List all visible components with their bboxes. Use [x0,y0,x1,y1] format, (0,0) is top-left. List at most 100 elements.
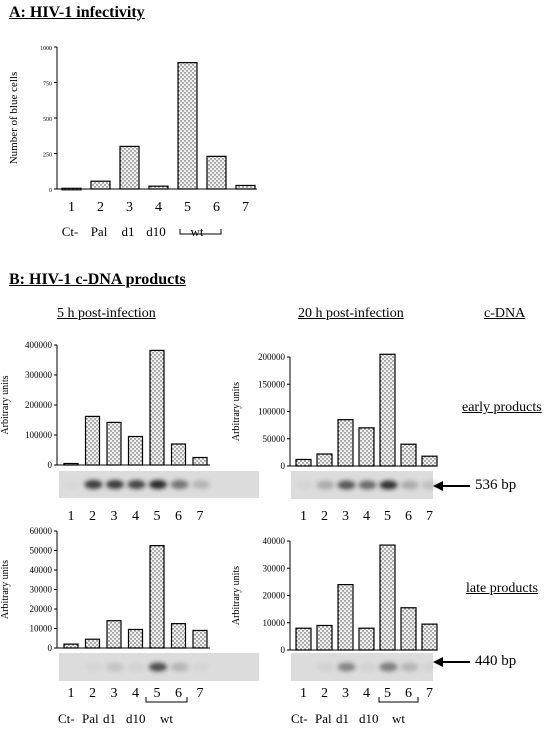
lane-number-1: 1 [68,200,75,215]
gel-band-1 [63,480,81,489]
y-tick-label: 30000 [30,585,53,595]
lane-number-3: 3 [111,686,118,701]
bar-3 [119,145,140,190]
bar-7 [192,456,208,466]
y-tick-label: 50000 [263,434,286,444]
lane-number-1: 1 [300,686,307,701]
gel-band-6 [400,662,419,672]
category-label-wt: wt [191,224,204,239]
gel-band-4 [127,662,146,672]
lane-number-2: 2 [97,200,104,215]
lane-number-4: 4 [363,686,370,701]
y-tick-label: 750 [43,82,52,88]
bar-7 [421,623,438,651]
y-tick-label: 100000 [25,430,53,440]
y-tick-label: 200000 [25,400,53,410]
chart-early-5h: 0 100000 200000 300000 400000 Arbitrary units… [0,340,259,524]
y-tick-label: 40000 [263,536,286,546]
early-products-label: early products [462,400,542,415]
gel-band-5 [379,480,398,490]
y-axis-label: Number of blue cells [8,72,20,165]
y-tick-label: 1000 [40,46,52,52]
y-axis-label: Arbitrary units [231,566,242,625]
lane-number-7: 7 [197,686,204,701]
gel-band-4 [127,480,146,489]
bar-6 [206,155,227,190]
bar-1 [63,643,79,649]
lane-number-7: 7 [426,686,433,701]
bar-2 [316,453,333,467]
bar-6 [400,443,417,467]
lane-number-5: 5 [384,686,391,701]
category-label-pal: Pal [82,711,99,726]
lane-number-6: 6 [175,686,182,701]
cdna-label: c-DNA [484,306,526,321]
bar-7 [192,629,208,649]
y-axis-label: Arbitrary units [0,375,11,434]
bar-7 [235,184,256,190]
y-tick-label: 500 [43,117,52,123]
wt-group-bracket [378,697,419,703]
y-tick-label: 50000 [30,546,53,556]
y-axis-label: Arbitrary units [0,560,11,619]
y-tick-label: 40000 [30,565,53,575]
bar-5 [149,545,165,649]
gel-band-7 [421,662,440,672]
category-label-d1: d1 [336,711,349,726]
band-size-early: 536 bp [475,477,517,493]
y-tick-label: 0 [48,643,53,653]
category-label-d10: d10 [126,711,146,726]
category-label-pal: Pal [315,711,332,726]
y-tick-label: 200000 [258,352,286,362]
bar-3 [106,421,122,466]
lane-number-1: 1 [68,686,75,701]
gel-band-2 [84,480,103,489]
y-tick-label: 150000 [258,379,286,389]
lane-number-3: 3 [342,686,349,701]
bar-1 [295,458,312,467]
gel-band-3 [337,480,356,490]
gel-band-2 [316,480,335,490]
band-size-late: 440 bp [475,653,517,669]
lane-number-3: 3 [126,200,133,215]
lane-number-4: 4 [155,200,162,215]
gel-band-5 [149,662,167,672]
y-tick-label: 20000 [30,604,53,614]
category-label-d10: d10 [359,711,379,726]
bar-1 [295,627,312,651]
lane-number-2: 2 [321,509,328,524]
bar-1 [61,187,82,191]
lane-number-5: 5 [184,200,191,215]
lane-number-7: 7 [197,509,204,524]
y-tick-label: 60000 [30,526,53,536]
bar-4 [127,628,144,649]
section-b-title: B: HIV-1 c-DNA products [9,271,186,288]
lane-number-4: 4 [132,509,139,524]
lane-number-6: 6 [213,200,220,215]
lane-number-5: 5 [384,509,391,524]
lane-number-4: 4 [363,509,370,524]
late-products-label: late products [466,581,538,596]
gel-band-7 [192,663,210,672]
category-label-d1: d1 [122,224,135,239]
wt-group-bracket [179,229,222,235]
bar-6 [170,623,187,649]
y-tick-label: 0 [281,645,286,655]
y-tick-label: 10000 [30,624,53,634]
category-label-ct: Ct- [58,711,75,726]
y-tick-label: 300000 [25,370,53,380]
arrow-late-icon [433,657,470,667]
category-label-d1: d1 [103,711,116,726]
lane-number-2: 2 [89,686,96,701]
bar-1 [63,462,79,466]
column-title-20h: 20 h post-infection [298,306,404,321]
gel-band-3 [106,480,124,489]
y-tick-label: 30000 [263,563,286,573]
lane-number-7: 7 [242,200,249,215]
bar-6 [170,443,187,466]
lane-number-1: 1 [300,509,307,524]
gel-band-6 [400,480,419,490]
bar-4 [127,435,144,466]
bar-4 [358,627,375,651]
